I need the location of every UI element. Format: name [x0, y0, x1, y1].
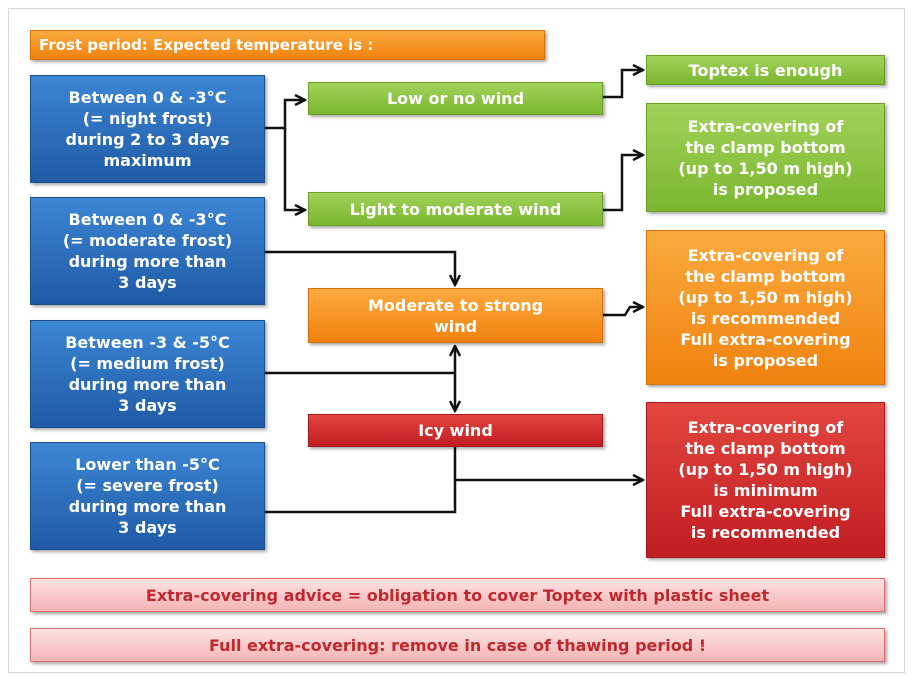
box-text-line: Full extra-covering: [680, 502, 851, 521]
box-text-line: Lower than -5°C: [75, 455, 220, 474]
box-text-line: during more than: [68, 497, 227, 516]
arrow: [603, 307, 643, 317]
box-text-line: is recommended: [690, 308, 841, 328]
box-text-line: Between 0 & -3°C: [68, 88, 227, 107]
arrow: [453, 447, 643, 480]
header-title: Frost period: Expected temperature is :: [39, 35, 374, 54]
box-text-line: during more than: [68, 375, 227, 394]
condition-box: Between 0 & -3°C (= moderate frost) during…: [30, 197, 265, 305]
arrow: [603, 70, 643, 99]
arrow: [265, 100, 305, 130]
box-text-line: Full extra-covering: [680, 329, 851, 349]
outcome-box: Extra-covering of the clamp bottom (up to …: [646, 402, 885, 558]
arrow: [283, 128, 305, 210]
wind-box: Icy wind: [308, 414, 603, 447]
box-text-line: the clamp bottom: [685, 266, 846, 286]
box-text-line: Between 0 & -3°C: [68, 210, 227, 229]
box-text-line: is recommended: [690, 523, 841, 542]
box-text-line: (= severe frost): [76, 476, 219, 495]
box-text-line: (up to 1,50 m high): [678, 158, 853, 178]
box-text-line: wind: [433, 316, 478, 336]
wind-box: Moderate to strong wind: [308, 288, 603, 343]
note-box: Full extra-covering: remove in case of t…: [30, 628, 885, 662]
box-text-line: Light to moderate wind: [349, 199, 562, 219]
arrow: [603, 155, 643, 212]
box-text-line: (= moderate frost): [62, 231, 233, 250]
box-text-line: (= medium frost): [70, 354, 225, 373]
arrow: [265, 250, 455, 285]
box-text-line: maximum: [103, 151, 192, 170]
box-text-line: 3 days: [118, 518, 177, 537]
box-text-line: Low or no wind: [386, 89, 525, 108]
box-text-line: Extra-covering of: [687, 245, 844, 265]
box-text-line: 3 days: [118, 396, 177, 415]
box-text-line: Toptex is enough: [688, 60, 843, 80]
note-box: Extra-covering advice = obligation to co…: [30, 578, 885, 612]
box-text-line: is minimum: [713, 481, 818, 500]
outcome-box: Toptex is enough: [646, 55, 885, 85]
outcome-box: Extra-covering of the clamp bottom (up to …: [646, 230, 885, 385]
box-text-line: during 2 to 3 days: [65, 130, 230, 149]
box-text-line: Between -3 & -5°C: [65, 333, 230, 352]
box-text-line: is proposed: [712, 179, 819, 199]
box-text-line: Extra-covering of: [687, 418, 844, 437]
box-text-line: Extra-covering of: [687, 116, 844, 136]
condition-box: Between 0 & -3°C (= night frost) during 2 …: [30, 75, 265, 183]
box-text-line: Moderate to strong: [367, 295, 544, 315]
box-text-line: (up to 1,50 m high): [678, 287, 853, 307]
box-text-line: 3 days: [118, 273, 177, 292]
condition-box: Lower than -5°C (= severe frost) during mo…: [30, 442, 265, 550]
arrow: [265, 480, 457, 514]
box-text-line: Full extra-covering: remove in case of t…: [208, 635, 707, 655]
box-text-line: the clamp bottom: [685, 439, 846, 458]
box-text-line: Extra-covering advice = obligation to co…: [145, 585, 770, 605]
wind-box: Low or no wind: [308, 82, 603, 115]
header-box: Frost period: Expected temperature is :: [30, 30, 545, 60]
box-text-line: (= night frost): [82, 109, 213, 128]
box-text-line: Icy wind: [418, 421, 493, 440]
box-text-line: is proposed: [712, 350, 819, 370]
frame: [8, 8, 905, 673]
outcome-box: Extra-covering of the clamp bottom (up to …: [646, 103, 885, 212]
condition-box: Between -3 & -5°C (= medium frost) during …: [30, 320, 265, 428]
box-text-line: during more than: [68, 252, 227, 271]
box-text-line: (up to 1,50 m high): [678, 460, 853, 479]
wind-box: Light to moderate wind: [308, 192, 603, 226]
box-text-line: the clamp bottom: [685, 137, 846, 157]
